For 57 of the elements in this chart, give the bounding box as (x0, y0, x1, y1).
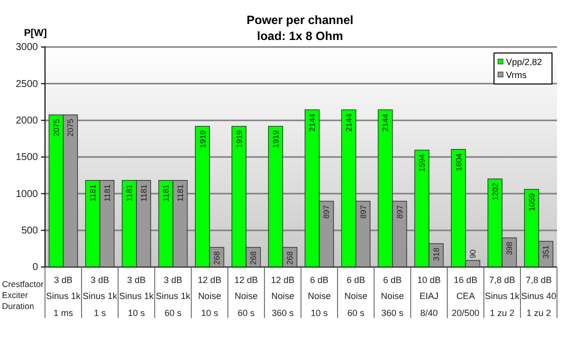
legend-label: Vrms (506, 70, 528, 80)
text: Exciter (2, 290, 28, 300)
x-tick-label: 12 dB Noise 10 s (198, 275, 222, 318)
data-label: 897 (322, 204, 332, 219)
x-tick-label: 3 dB Sinus 1k 1 ms (46, 275, 82, 318)
x-tick-label: 12 dB Noise 60 s (234, 275, 258, 318)
x-tick-label: 7,8 dB Sinus 1k 1 zu 2 (484, 275, 520, 318)
data-label: 351 (542, 244, 551, 259)
data-label: 2144 (344, 113, 354, 132)
data-label: 1919 (234, 130, 244, 148)
data-label: 897 (358, 204, 368, 219)
y-tick-label: 1000 (16, 188, 38, 200)
data-label: 1181 (88, 184, 98, 202)
data-label: 1181 (139, 184, 148, 202)
chart-subtitle: load: 1x 8 Ohm (256, 29, 344, 43)
y-tick-label: 1500 (16, 152, 38, 164)
y-tick-label: 0 (32, 262, 38, 274)
x-tick-label: 12 dB Noise 360 s (270, 275, 294, 318)
x-tick-label: 16 dB CEA 20/500 (452, 275, 480, 318)
x-tick-label: 3 dB Sinus 1k 1 s (82, 275, 118, 318)
y-tick-label: 2500 (16, 78, 38, 90)
data-label: 897 (395, 204, 404, 219)
data-label: 1181 (162, 184, 171, 202)
x-tick-label: 6 dB Noise 10 s (308, 275, 331, 318)
data-label: 1059 (527, 192, 536, 212)
text: Duration (2, 301, 34, 311)
data-label: 1181 (102, 184, 112, 202)
data-label: 1594 (418, 154, 427, 172)
y-tick-label: 500 (21, 226, 38, 237)
x-tick-label: 6 dB Noise 360 s (380, 275, 404, 318)
legend-label: Vpp/2,82 (506, 57, 542, 67)
y-axis-title: P[W] (24, 28, 47, 39)
data-label: 1919 (198, 130, 208, 148)
data-label: 2144 (381, 113, 390, 132)
data-label: 1604 (454, 152, 464, 172)
x-tick-label: 3 dB Sinus 1k 10 s (119, 275, 154, 318)
data-label: 2075 (52, 118, 61, 137)
data-label: 1919 (271, 130, 280, 148)
x-tick-label: 3 dB Sinus 1k 60 s (156, 275, 191, 318)
data-label: 268 (249, 250, 258, 265)
chart-title: Power per channel (246, 13, 354, 27)
data-label: 2075 (66, 118, 76, 137)
x-tick-label: 7,8 dB Sinus 40 1 zu 2 (521, 275, 556, 318)
data-label: 268 (212, 250, 222, 265)
x-tick-label: 6 dB Noise 60 s (344, 275, 368, 318)
text: Crestfactor (2, 279, 44, 289)
x-tick-label: 10 dB EIAJ 8/40 (417, 275, 441, 318)
data-label: 1181 (125, 184, 134, 202)
data-label: 2144 (308, 113, 317, 132)
y-tick-label: 2000 (16, 116, 38, 127)
data-label: 1181 (176, 184, 185, 202)
y-tick-label: 3000 (16, 42, 38, 54)
data-label: 318 (432, 247, 441, 262)
data-label: 90 (468, 248, 478, 258)
data-label: 398 (505, 241, 514, 256)
data-label: 1202 (490, 182, 500, 201)
data-label: 268 (286, 250, 295, 265)
